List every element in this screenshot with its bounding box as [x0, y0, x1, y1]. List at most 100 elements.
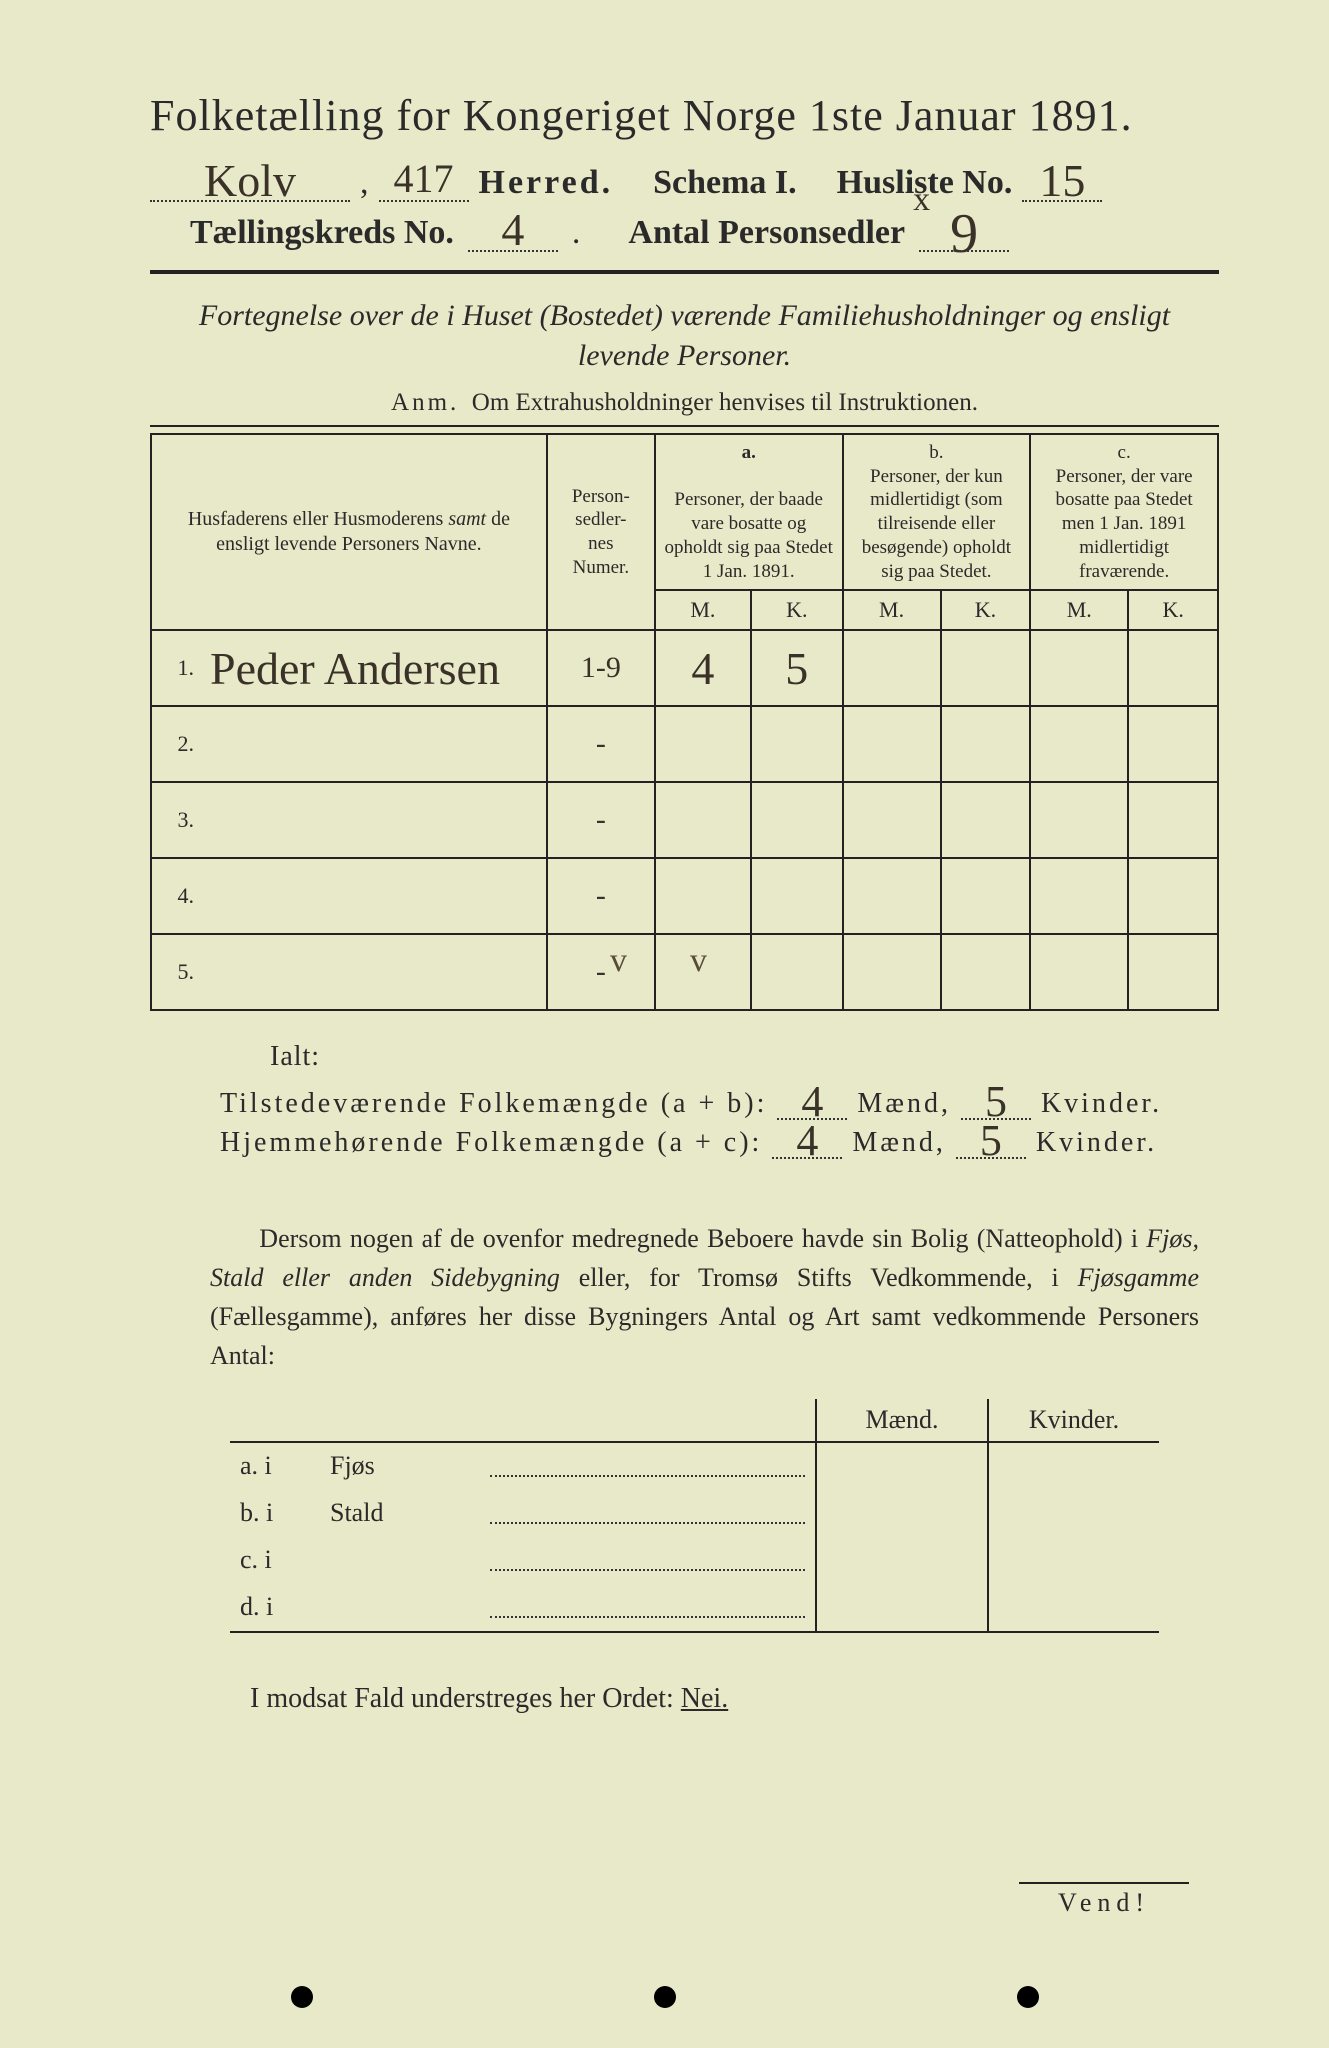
checkmark-b: v	[690, 942, 707, 980]
row-b-k	[941, 706, 1031, 782]
small-row-label: c. i	[230, 1537, 320, 1584]
row-a-k: 5	[751, 630, 843, 706]
row-a-m: 4	[655, 630, 751, 706]
row-a-m	[655, 706, 751, 782]
col-b-k: K.	[941, 590, 1031, 630]
row-c-k	[1128, 630, 1218, 706]
row-c-k	[1128, 706, 1218, 782]
anm-text: Om Extrahusholdninger henvises til Instr…	[472, 389, 978, 416]
small-row-m	[816, 1537, 988, 1584]
row-a-k	[751, 782, 843, 858]
antal-label: Antal Personsedler	[628, 214, 905, 252]
small-col-m: Mænd.	[816, 1399, 988, 1442]
total-present: Tilstedeværende Folkemængde (a + b): 4 M…	[220, 1087, 1219, 1120]
row-name: Peder Andersen	[202, 630, 547, 706]
ialt-label: Ialt:	[270, 1041, 1219, 1073]
row-number: 4.	[151, 858, 202, 934]
col-numer: Person-sedler-nesNumer.	[547, 434, 655, 631]
small-row-name: Fjøs	[320, 1442, 480, 1490]
table-row: 3. -	[151, 782, 1218, 858]
resident-m: 4	[772, 1126, 842, 1159]
herred-number: 417	[394, 156, 454, 201]
row-c-m	[1030, 630, 1128, 706]
row-c-k	[1128, 858, 1218, 934]
row-name	[202, 706, 547, 782]
row-numer: -	[547, 934, 655, 1010]
header-line-2: Tællingskreds No. 4. Antal Personsedler …	[150, 212, 1219, 251]
row-a-k	[751, 706, 843, 782]
divider	[150, 425, 1219, 427]
small-row-name	[320, 1584, 480, 1632]
row-b-k	[941, 858, 1031, 934]
small-col-k: Kvinder.	[988, 1399, 1159, 1442]
subtitle: Fortegnelse over de i Huset (Bostedet) v…	[190, 296, 1179, 377]
total-resident: Hjemmehørende Folkemængde (a + c): 4 Mæn…	[220, 1126, 1219, 1159]
small-row-label: d. i	[230, 1584, 320, 1632]
row-c-m	[1030, 706, 1128, 782]
row-c-m	[1030, 858, 1128, 934]
hole-icon	[654, 1986, 676, 2008]
punch-holes	[0, 1986, 1329, 2008]
row-name	[202, 934, 547, 1010]
census-form-page: Folketælling for Kongeriget Norge 1ste J…	[0, 0, 1329, 2048]
nei-word: Nei.	[681, 1683, 728, 1714]
checkmark-a: v	[610, 942, 627, 980]
side-building-paragraph: Dersom nogen af de ovenfor medregnede Be…	[210, 1219, 1199, 1375]
anm-label: Anm.	[391, 389, 459, 416]
small-table-row: d. i	[230, 1584, 1159, 1632]
herred-label: Herred.	[479, 164, 614, 202]
resident-k: 5	[956, 1126, 1026, 1159]
hole-icon	[291, 1986, 313, 2008]
table-row: 2.-	[151, 706, 1218, 782]
row-c-k	[1128, 782, 1218, 858]
small-row-name: Stald	[320, 1490, 480, 1537]
row-b-m	[843, 782, 941, 858]
row-b-m	[843, 706, 941, 782]
row-numer: -	[547, 782, 655, 858]
row-number: 3.	[151, 782, 202, 858]
table-row: 4. -	[151, 858, 1218, 934]
small-row-dots	[480, 1584, 816, 1632]
census-table: Husfaderens eller Husmoderens samt de en…	[150, 433, 1219, 1012]
row-a-m	[655, 858, 751, 934]
row-b-m	[843, 858, 941, 934]
small-row-m	[816, 1442, 988, 1490]
row-number: 2.	[151, 706, 202, 782]
small-row-label: b. i	[230, 1490, 320, 1537]
row-number: 5.	[151, 934, 202, 1010]
row-b-k	[941, 782, 1031, 858]
herred-name: Kolv	[204, 155, 296, 206]
row-c-k	[1128, 934, 1218, 1010]
small-row-label: a. i	[230, 1442, 320, 1490]
row-a-k	[751, 934, 843, 1010]
row-number: 1.	[151, 630, 202, 706]
small-row-dots	[480, 1490, 816, 1537]
nei-line: I modsat Fald understreges her Ordet: Ne…	[250, 1683, 1219, 1715]
vend-label: Vend!	[1019, 1882, 1189, 1918]
row-numer: -	[547, 858, 655, 934]
divider	[150, 270, 1219, 274]
table-row: 5. -	[151, 934, 1218, 1010]
row-a-k	[751, 858, 843, 934]
antal-strike: x	[913, 186, 930, 213]
page-title: Folketælling for Kongeriget Norge 1ste J…	[150, 90, 1219, 141]
col-c: c. Personer, der vare bosatte paa Stedet…	[1030, 434, 1218, 591]
row-a-m	[655, 782, 751, 858]
row-b-k	[941, 934, 1031, 1010]
row-c-m	[1030, 782, 1128, 858]
small-table-row: c. i	[230, 1537, 1159, 1584]
row-numer: 1-9	[547, 630, 655, 706]
schema-label: Schema I.	[653, 164, 797, 202]
side-building-table: Mænd. Kvinder. a. iFjøsb. iStaldc. id. i	[230, 1399, 1159, 1633]
small-row-dots	[480, 1442, 816, 1490]
small-row-k	[988, 1442, 1159, 1490]
col-b-m: M.	[843, 590, 941, 630]
col-c-k: K.	[1128, 590, 1218, 630]
small-row-name	[320, 1537, 480, 1584]
kreds-label: Tællingskreds No.	[190, 214, 454, 252]
col-a-k: K.	[751, 590, 843, 630]
col-a: a. Personer, der baade vare bosatte og o…	[655, 434, 843, 591]
col-b: b. Personer, der kun midlertidigt (som t…	[843, 434, 1031, 591]
husliste-number: 15	[1039, 155, 1085, 206]
small-row-m	[816, 1584, 988, 1632]
